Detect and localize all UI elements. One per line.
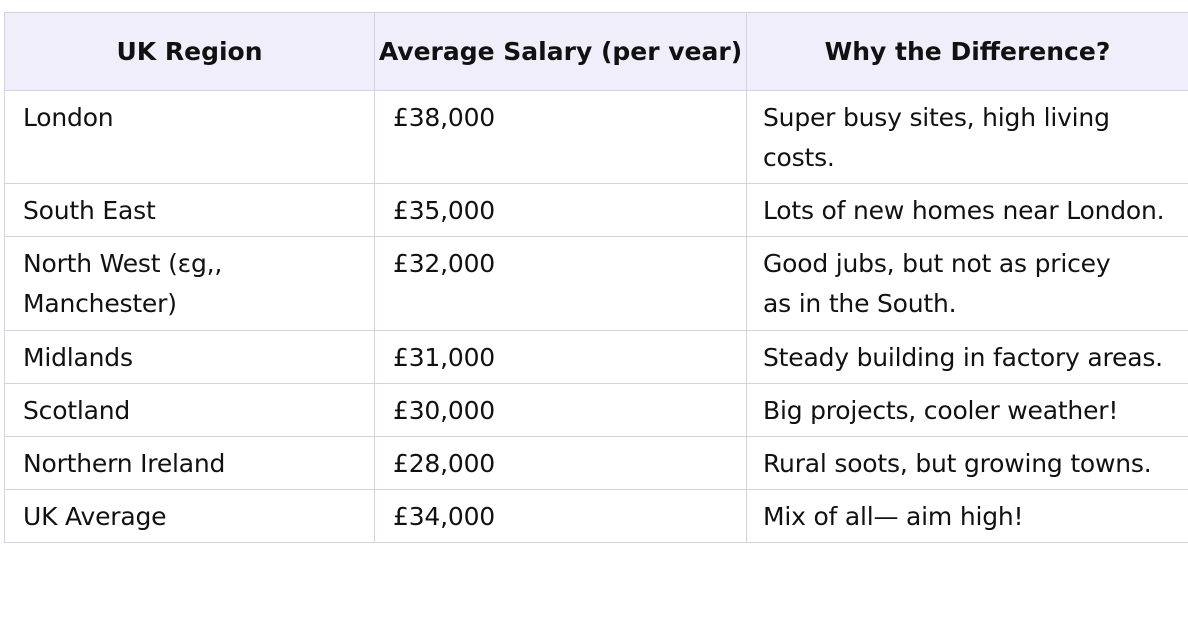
region-cell: South East: [4, 183, 375, 237]
salary-text: £31,000: [393, 343, 495, 372]
salary-cell: £28,000: [374, 436, 747, 490]
table-row: Scotland £30,000 Big projects, cooler we…: [4, 383, 1188, 437]
region-text: London: [23, 103, 114, 132]
region-cell: Scotland: [4, 383, 375, 437]
salary-text: £30,000: [393, 396, 495, 425]
region-text: Northern Ireland: [23, 449, 226, 478]
reason-cell: Rural soots, but growing towns.: [746, 436, 1188, 490]
reason-cell: Super busy sites, high living costs.: [746, 90, 1188, 184]
reason-cell: Big projects, cooler weather!: [746, 383, 1188, 437]
region-cell: London: [4, 90, 375, 184]
salary-text: £34,000: [393, 502, 495, 531]
salary-cell: £31,000: [374, 330, 747, 384]
salary-cell: £38,000: [374, 90, 747, 184]
region-cell: North West (ɛg,, Manchester): [4, 236, 375, 331]
salary-cell: £32,000: [374, 236, 747, 331]
reason-text: Lots of new homes near London.: [763, 196, 1165, 225]
reason-text: Steady building in factory areas.: [763, 343, 1163, 372]
table-header-row: UK Region Average Salary (per vear) Why …: [4, 12, 1188, 91]
salary-text: £32,000: [393, 249, 495, 278]
table-row: UK Average £34,000 Mix of all— aim high!: [4, 489, 1188, 543]
salary-table-container: UK Region Average Salary (per vear) Why …: [4, 12, 1188, 543]
reason-text: Rural soots, but growing towns.: [763, 449, 1152, 478]
region-text: South East: [23, 196, 156, 225]
reason-cell: Mix of all— aim high!: [746, 489, 1188, 543]
reason-text: Mix of all— aim high!: [763, 502, 1024, 531]
header-why-difference: Why the Difference?: [746, 12, 1188, 91]
header-uk-region: UK Region: [4, 12, 375, 91]
salary-table: UK Region Average Salary (per vear) Why …: [4, 12, 1188, 543]
reason-text: Super busy sites, high living costs.: [763, 103, 1110, 172]
salary-cell: £34,000: [374, 489, 747, 543]
reason-cell: Steady building in factory areas.: [746, 330, 1188, 384]
salary-text: £28,000: [393, 449, 495, 478]
salary-text: £38,000: [393, 103, 495, 132]
region-cell: Midlands: [4, 330, 375, 384]
table-row: South East £35,000 Lots of new homes nea…: [4, 183, 1188, 237]
reason-text: Big projects, cooler weather!: [763, 396, 1119, 425]
region-cell: Northern Ireland: [4, 436, 375, 490]
reason-cell: Good jubs, but not as pricey as in the S…: [746, 236, 1188, 331]
table-row: Midlands £31,000 Steady building in fact…: [4, 330, 1188, 384]
salary-cell: £35,000: [374, 183, 747, 237]
table-row: Northern Ireland £28,000 Rural soots, bu…: [4, 436, 1188, 490]
reason-cell: Lots of new homes near London.: [746, 183, 1188, 237]
region-text: Midlands: [23, 343, 133, 372]
region-cell: UK Average: [4, 489, 375, 543]
reason-text: Good jubs, but not as pricey as in the S…: [763, 249, 1111, 318]
region-text: UK Average: [23, 502, 167, 531]
header-average-salary: Average Salary (per vear): [374, 12, 747, 91]
region-text: Scotland: [23, 396, 131, 425]
table-row: London £38,000 Super busy sites, high li…: [4, 90, 1188, 184]
salary-cell: £30,000: [374, 383, 747, 437]
salary-text: £35,000: [393, 196, 495, 225]
region-text: North West (ɛg,, Manchester): [23, 249, 223, 318]
table-row: North West (ɛg,, Manchester) £32,000 Goo…: [4, 236, 1188, 331]
